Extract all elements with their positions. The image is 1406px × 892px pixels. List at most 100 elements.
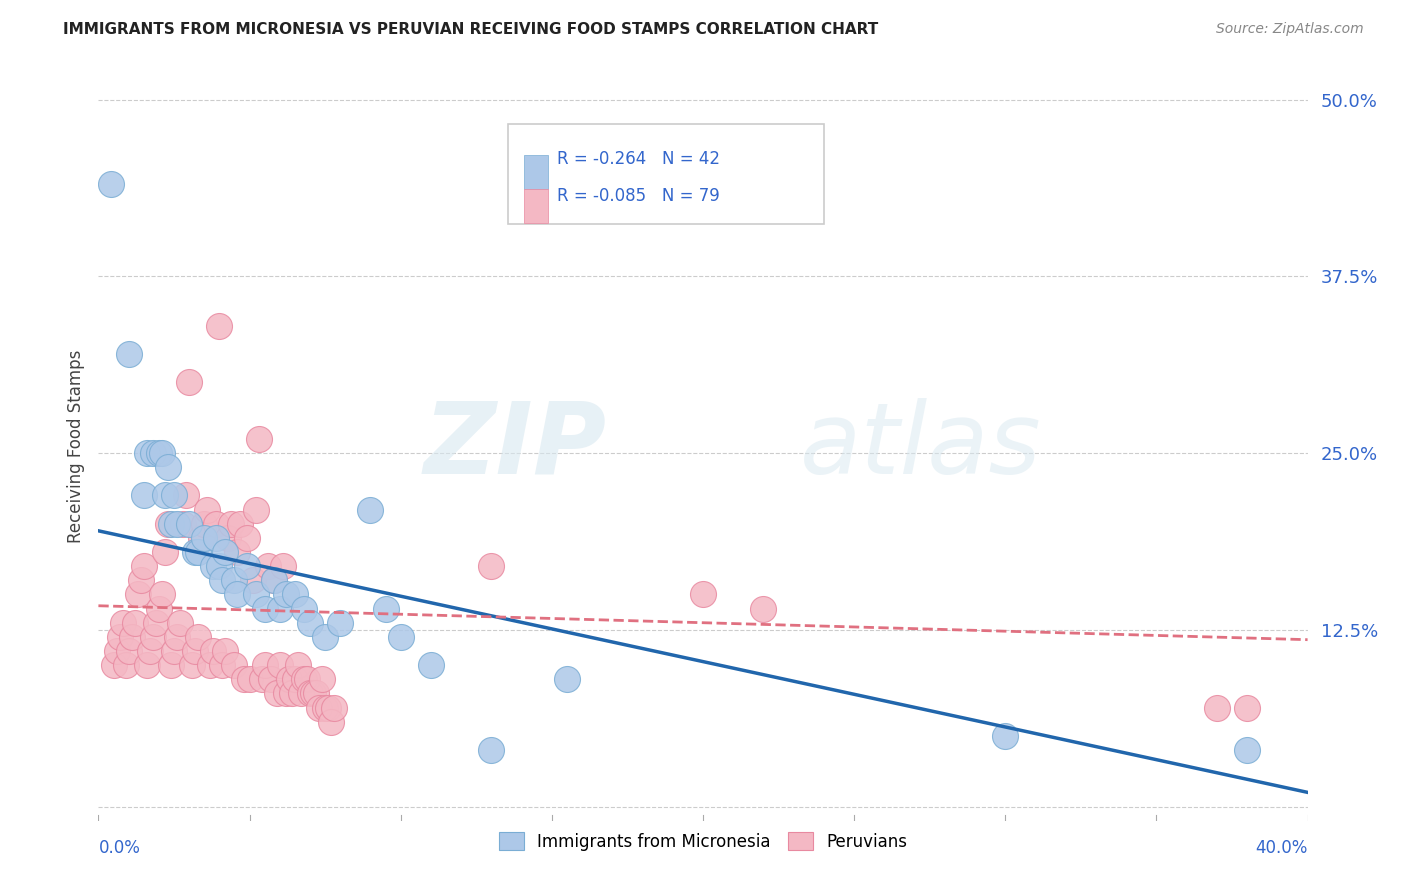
Point	[281, 686, 304, 700]
Point	[226, 587, 249, 601]
Point	[295, 673, 318, 687]
Point	[235, 559, 257, 574]
Point	[153, 545, 176, 559]
Point	[105, 644, 128, 658]
Point	[132, 559, 155, 574]
Point	[555, 673, 578, 687]
Point	[229, 516, 252, 531]
Point	[166, 516, 188, 531]
Point	[290, 686, 312, 700]
Point	[256, 559, 278, 574]
Point	[263, 574, 285, 588]
Point	[316, 700, 339, 714]
Point	[193, 531, 215, 545]
Point	[299, 686, 322, 700]
Point	[247, 432, 270, 446]
Point	[179, 376, 201, 390]
Point	[245, 587, 267, 601]
Point	[266, 686, 288, 700]
Point	[235, 531, 257, 545]
Point	[360, 502, 382, 516]
Point	[108, 630, 131, 644]
Point	[245, 502, 267, 516]
Point	[184, 644, 207, 658]
Point	[124, 615, 146, 630]
Point	[142, 630, 165, 644]
Point	[214, 545, 236, 559]
Point	[292, 673, 315, 687]
Point	[139, 644, 162, 658]
Point	[148, 601, 170, 615]
Point	[239, 673, 262, 687]
Point	[1206, 700, 1229, 714]
Point	[195, 502, 218, 516]
Point	[420, 658, 443, 673]
Point	[305, 686, 328, 700]
Point	[242, 574, 264, 588]
Point	[181, 658, 204, 673]
Point	[145, 615, 167, 630]
Text: IMMIGRANTS FROM MICRONESIA VS PERUVIAN RECEIVING FOOD STAMPS CORRELATION CHART: IMMIGRANTS FROM MICRONESIA VS PERUVIAN R…	[63, 22, 879, 37]
Point	[274, 686, 297, 700]
Point	[118, 644, 141, 658]
Point	[1236, 743, 1258, 757]
Point	[118, 347, 141, 361]
Point	[221, 516, 243, 531]
Point	[127, 587, 149, 601]
Text: 0.0%: 0.0%	[98, 839, 141, 857]
Point	[271, 559, 294, 574]
Point	[135, 446, 157, 460]
Point	[121, 630, 143, 644]
Point	[202, 644, 225, 658]
Point	[752, 601, 775, 615]
Y-axis label: Receiving Food Stamps: Receiving Food Stamps	[66, 350, 84, 542]
Point	[208, 318, 231, 333]
Point	[114, 658, 136, 673]
Point	[211, 658, 233, 673]
Point	[160, 516, 183, 531]
Point	[994, 729, 1017, 743]
Point	[129, 574, 152, 588]
Text: atlas: atlas	[800, 398, 1042, 494]
Point	[323, 700, 346, 714]
Point	[277, 673, 299, 687]
Point	[481, 559, 503, 574]
Point	[166, 630, 188, 644]
Point	[253, 658, 276, 673]
Point	[150, 446, 173, 460]
Point	[287, 658, 309, 673]
Point	[274, 587, 297, 601]
Point	[214, 644, 236, 658]
Point	[187, 630, 209, 644]
Text: 40.0%: 40.0%	[1256, 839, 1308, 857]
Point	[142, 446, 165, 460]
Point	[205, 531, 228, 545]
Point	[299, 615, 322, 630]
Point	[148, 446, 170, 460]
Point	[260, 673, 283, 687]
Point	[172, 516, 194, 531]
Point	[160, 658, 183, 673]
Point	[135, 658, 157, 673]
Point	[163, 644, 186, 658]
Point	[224, 658, 246, 673]
Point	[269, 601, 291, 615]
Legend: Immigrants from Micronesia, Peruvians: Immigrants from Micronesia, Peruvians	[492, 826, 914, 857]
Point	[284, 673, 307, 687]
Point	[692, 587, 714, 601]
Point	[253, 601, 276, 615]
Point	[150, 587, 173, 601]
Text: Source: ZipAtlas.com: Source: ZipAtlas.com	[1216, 22, 1364, 37]
Point	[232, 673, 254, 687]
Point	[314, 700, 336, 714]
Point	[200, 658, 222, 673]
Point	[156, 516, 179, 531]
Point	[100, 178, 122, 192]
Point	[202, 559, 225, 574]
Point	[302, 686, 325, 700]
Point	[174, 488, 197, 502]
Point	[481, 743, 503, 757]
Point	[163, 488, 186, 502]
Point	[217, 531, 239, 545]
Point	[193, 516, 215, 531]
